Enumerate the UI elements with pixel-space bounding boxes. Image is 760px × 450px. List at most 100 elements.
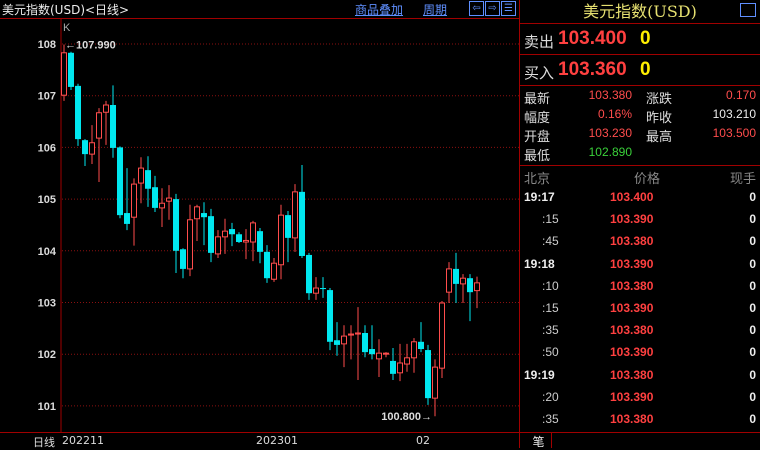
ticks-time-header: 北京 [524,172,551,187]
latest-label: 最新 [524,92,551,107]
tick-row: 19:17 103.400 0 [520,186,760,208]
y-tick-label: 105 [38,194,56,206]
high-label: 最高 [646,130,673,145]
tick-volume: 0 [749,323,756,338]
tick-time: :10 [542,278,559,293]
tab-ticks[interactable]: 笔 [526,433,552,449]
candle-body [173,199,179,251]
tick-row: :20 103.390 0 [520,386,760,408]
prev-label: 昨收 [646,111,673,126]
y-tick-label: 104 [38,246,57,258]
candle-body [82,140,88,155]
tick-time: :45 [542,234,559,249]
quote-panel: 美元指数(USD) 卖出 103.400 0 买入 103.360 0 最新 10… [520,0,760,449]
tick-row: 19:18 103.390 0 [520,253,760,275]
tick-volume: 0 [749,278,756,293]
candle-body [152,187,158,208]
candle-body [264,251,270,279]
candle-body [110,105,116,148]
tick-volume: 0 [749,256,756,271]
ask-price: 103.400 [558,28,627,49]
candle-body [341,335,347,345]
y-tick-label: 107 [38,91,56,103]
stats-block: 最新 103.380 涨跌 0.170 幅度 0.16% 昨收 103.210 开盘 103.… [520,86,760,166]
x-tick-label: 02 [416,434,430,447]
candle-body [89,142,95,155]
candle-body [397,362,403,374]
ask-row: 卖出 103.400 0 [520,24,760,55]
candle-body [453,268,459,284]
ask-label: 卖出 [524,33,555,51]
candle-body [390,360,396,374]
prev-value: 103.210 [712,107,756,121]
candle-body [285,215,291,238]
chart-header: 美元指数(USD)<日线> 商品叠加 周期 ⇦ ⇨ ☰ [0,0,519,19]
y-tick-label: 106 [38,142,56,154]
tick-row: :10 103.380 0 [520,275,760,297]
candle-body [425,350,431,399]
quote-title: 美元指数(USD) [520,0,760,24]
period-label[interactable]: 日线 [33,436,55,449]
tick-time: :35 [542,411,559,426]
low-value: 102.890 [588,145,632,159]
tick-price: 103.380 [610,323,654,338]
ask-volume: 0 [640,28,651,49]
candle-body [439,302,445,369]
tick-time: 19:17 [524,190,555,204]
tick-time: 19:18 [524,256,555,271]
candle-body [348,333,354,336]
candle-body [460,277,466,285]
bid-volume: 0 [640,59,651,80]
high-value: 103.500 [712,126,756,140]
period-link[interactable]: 周期 [423,3,448,17]
pct-label: 幅度 [524,111,551,126]
layout-toggle-icon[interactable]: ☰ [501,1,516,16]
y-tick-label: 101 [38,401,56,413]
y-tick-label: 102 [38,349,56,361]
overlay-link[interactable]: 商品叠加 [355,3,404,17]
arrow-right-icon[interactable]: ⇨ [485,1,500,16]
candle-body [292,191,298,239]
x-tick-label: 202301 [256,434,298,447]
x-axis: 日线 202211 202301 02 [0,432,519,449]
tick-volume: 0 [749,345,756,360]
maximize-icon[interactable] [740,3,756,17]
candle-body [313,287,319,294]
ticks-volume-header: 现手 [729,172,756,187]
tick-time: :15 [542,300,559,315]
candle-body [299,191,305,256]
bid-row: 买入 103.360 0 [520,55,760,86]
quote-title-text: 美元指数(USD) [583,2,697,21]
ticks-header: 北京 价格 现手 [520,166,760,187]
y-tick-label: 103 [38,298,56,310]
tick-price: 103.380 [610,278,654,293]
tick-row: 19:19 103.380 0 [520,364,760,386]
tick-price: 103.390 [610,300,654,315]
candle-body [131,183,137,218]
tick-row: :15 103.390 0 [520,297,760,319]
candle-body [229,229,235,235]
candle-body [138,167,144,184]
tick-volume: 0 [749,300,756,315]
tick-volume: 0 [749,212,756,227]
candle-body [278,214,284,266]
candle-body [117,147,123,216]
tick-volume: 0 [749,234,756,249]
price-annotation: 100.800→ [381,411,432,423]
price-annotation: ←107.990 [65,40,116,52]
candle-body [362,333,368,353]
pct-value: 0.16% [597,107,632,121]
candle-body [327,290,333,342]
candle-body [355,332,361,335]
tick-volume: 0 [749,367,756,382]
candle-body [96,112,102,139]
candlestick-chart[interactable]: 108 107 106 105 104 103 102 101 K ←107.990 100.800… [0,19,519,432]
candle-body [222,230,228,238]
change-label: 涨跌 [646,92,673,107]
arrow-left-icon[interactable]: ⇦ [469,1,484,16]
tick-price: 103.390 [610,256,654,271]
tick-volume: 0 [749,190,756,204]
candle-body [68,52,74,87]
candle-body [376,352,382,360]
tick-time: :15 [542,212,559,227]
